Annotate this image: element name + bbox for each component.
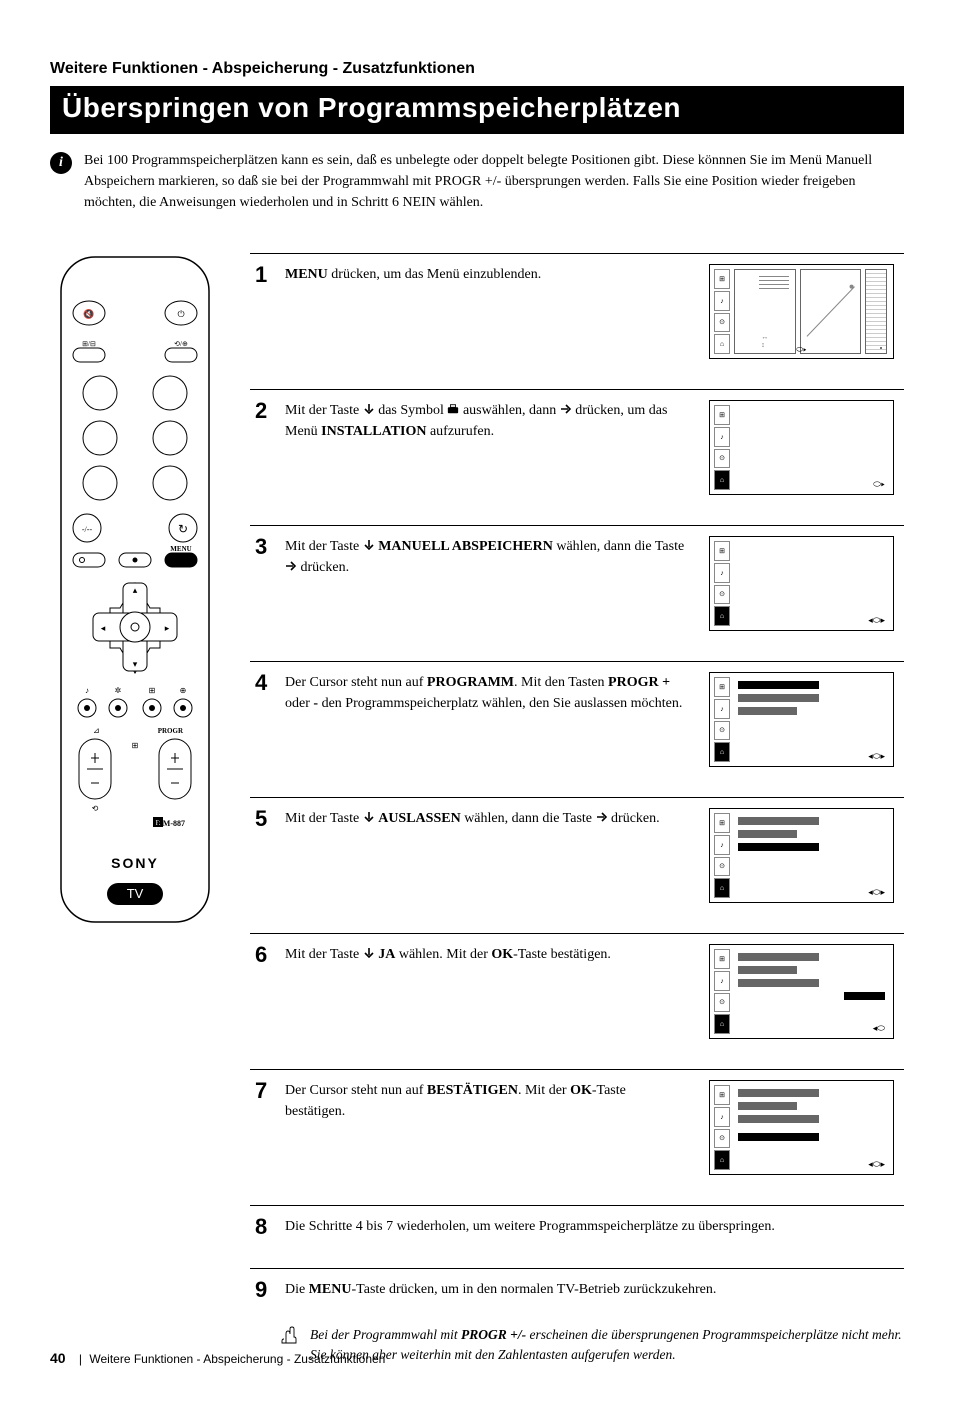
step-2: 2 Mit der Taste das Symbol auswählen, da…	[250, 389, 904, 525]
svg-text:⊞: ⊞	[132, 741, 139, 750]
step-text: Mit der Taste AUSLASSEN wählen, dann die…	[285, 808, 697, 829]
step-text: Mit der Taste MANUELL ABSPEICHERN wählen…	[285, 536, 697, 578]
step-number: 5	[255, 808, 275, 830]
footnote-text: Bei der Programmwahl mit PROGR +/- ersch…	[310, 1325, 904, 1366]
svg-text:🔇: 🔇	[83, 308, 94, 319]
step-figure: ⊞♪⊙⌂ ◂⬭▸	[709, 1080, 899, 1175]
step-number: 7	[255, 1080, 275, 1102]
step-number: 6	[255, 944, 275, 966]
svg-text:✲: ✲	[115, 686, 122, 695]
intro-row: i Bei 100 Programmspeicherplätzen kann e…	[50, 150, 904, 213]
down-arrow-icon	[363, 403, 375, 415]
step-figure: ⊞♪⊙⌂ ⬭▸	[709, 400, 899, 495]
step-number: 3	[255, 536, 275, 558]
down-arrow-icon	[363, 539, 375, 551]
svg-text:⏻: ⏻	[177, 309, 184, 319]
step-text: Mit der Taste das Symbol auswählen, dann…	[285, 400, 697, 442]
step-number: 4	[255, 672, 275, 694]
svg-text:⟲: ⟲	[92, 804, 99, 813]
info-icon-glyph: i	[50, 152, 72, 174]
right-arrow-icon	[560, 403, 572, 415]
step-number: 1	[255, 264, 275, 286]
step-text: Der Cursor steht nun auf PROGRAMM. Mit d…	[285, 672, 697, 714]
steps: 1 MENU drücken, um das Menü einzublenden…	[250, 253, 904, 1366]
page-number: 40	[50, 1350, 66, 1366]
footer-text: Weitere Funktionen - Abspeicherung - Zus…	[89, 1352, 385, 1366]
step-7: 7 Der Cursor steht nun auf BESTÄTIGEN. M…	[250, 1069, 904, 1205]
svg-text:TV: TV	[127, 886, 144, 901]
svg-text:PROGR: PROGR	[158, 727, 184, 735]
svg-text:▾: ▾	[133, 659, 138, 669]
svg-text:⊿: ⊿	[93, 726, 100, 735]
right-arrow-icon	[596, 811, 608, 823]
step-text: Die Schritte 4 bis 7 wiederholen, um wei…	[285, 1216, 899, 1237]
step-number: 2	[255, 400, 275, 422]
step-figure: ⊞♪⊙⌂ ◂⬭▸	[709, 808, 899, 903]
svg-text:⊕: ⊕	[180, 686, 187, 695]
down-arrow-icon	[363, 811, 375, 823]
step-1: 1 MENU drücken, um das Menü einzublenden…	[250, 253, 904, 389]
page-footer: 40 | Weitere Funktionen - Abspeicherung …	[50, 1350, 385, 1366]
svg-text:▴: ▴	[133, 585, 138, 595]
step-figure: ⊞♪⊙⌂ ◂⬭	[709, 944, 899, 1039]
right-arrow-icon	[285, 560, 297, 572]
step-4: 4 Der Cursor steht nun auf PROGRAMM. Mit…	[250, 661, 904, 797]
step-6: 6 Mit der Taste JA wählen. Mit der OK-Ta…	[250, 933, 904, 1069]
svg-text:-/--: -/--	[82, 525, 93, 534]
step-figure: ⊞♪⊙⌂ ◂⬭▸	[709, 536, 899, 631]
svg-text:⊞/⊟: ⊞/⊟	[82, 340, 96, 348]
step-number: 8	[255, 1216, 275, 1238]
svg-text:↻: ↻	[178, 522, 188, 536]
step-5: 5 Mit der Taste AUSLASSEN wählen, dann d…	[250, 797, 904, 933]
step-figure: ⊞♪⊙⌂ ↔↕ ⬭▸	[709, 264, 899, 359]
svg-text:◂: ◂	[101, 623, 106, 633]
step-figure: ⊞♪⊙⌂ ◂⬭▸	[709, 672, 899, 767]
step-8: 8 Die Schritte 4 bis 7 wiederholen, um w…	[250, 1205, 904, 1268]
page-title: Überspringen von Programmspeicherplätzen	[62, 92, 892, 124]
svg-text:⊞: ⊞	[149, 686, 156, 695]
step-text: Mit der Taste JA wählen. Mit der OK-Tast…	[285, 944, 697, 965]
step-9: 9 Die MENU-Taste drücken, um in den norm…	[250, 1268, 904, 1317]
step-text: Die MENU-Taste drücken, um in den normal…	[285, 1279, 899, 1300]
svg-text:▸: ▸	[165, 623, 170, 633]
info-icon: i	[50, 152, 72, 213]
section-header: Weitere Funktionen - Abspeicherung - Zus…	[50, 60, 904, 78]
title-bar: Überspringen von Programmspeicherplätzen	[50, 86, 904, 134]
step-text: MENU drücken, um das Menü einzublenden.	[285, 264, 697, 285]
remote-illustration: 🔇 ⏻ ⊞/⊟ ⟲/⊕ -/-- ↻	[50, 253, 220, 1366]
svg-text:RM-887: RM-887	[157, 819, 185, 828]
svg-text:SONY: SONY	[111, 855, 159, 871]
step-text: Der Cursor steht nun auf BESTÄTIGEN. Mit…	[285, 1080, 697, 1122]
down-arrow-icon	[363, 947, 375, 959]
step-3: 3 Mit der Taste MANUELL ABSPEICHERN wähl…	[250, 525, 904, 661]
step-number: 9	[255, 1279, 275, 1301]
svg-text:MENU: MENU	[170, 545, 191, 553]
intro-text: Bei 100 Programmspeicherplätzen kann es …	[84, 150, 904, 213]
toolbox-icon	[447, 403, 459, 415]
svg-text:⟲/⊕: ⟲/⊕	[174, 340, 188, 348]
svg-text:♪: ♪	[85, 686, 89, 695]
